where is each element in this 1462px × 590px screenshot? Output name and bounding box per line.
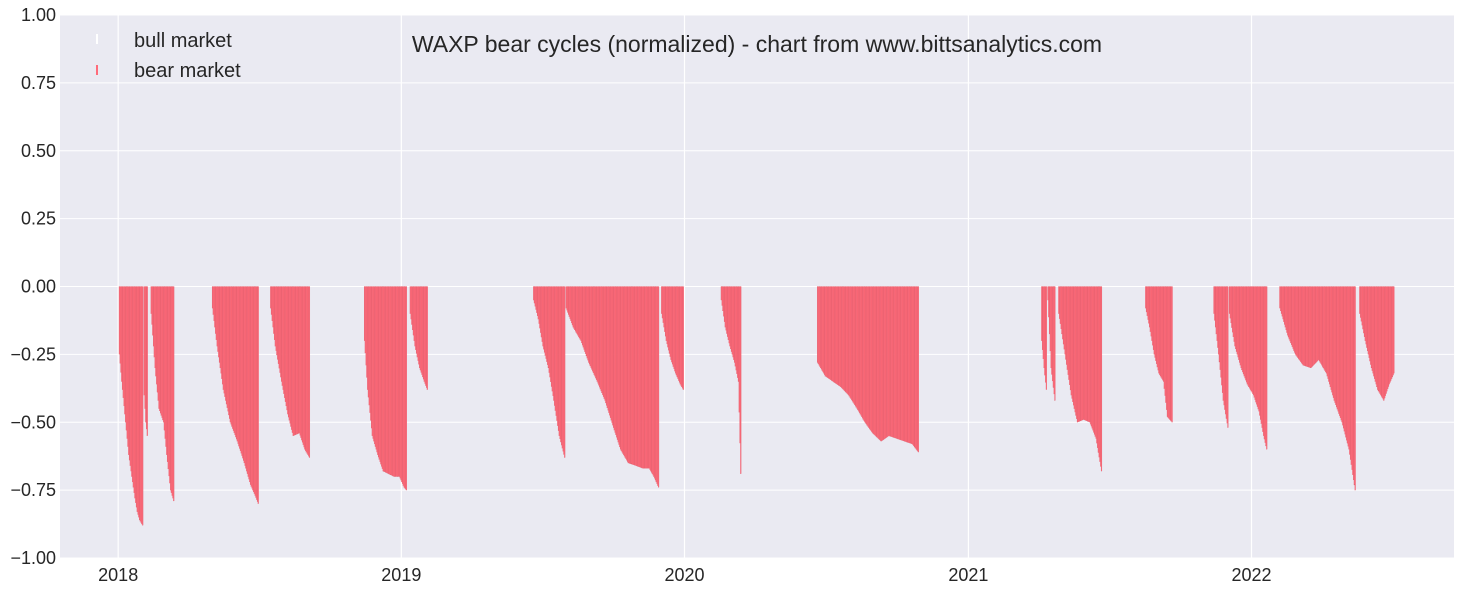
x-tick-label: 2020	[664, 565, 704, 585]
bear-bar	[1171, 286, 1173, 423]
bear-market-bars	[118, 286, 1395, 526]
bear-bar	[142, 286, 144, 526]
bear-bar	[658, 286, 660, 488]
chart-title: WAXP bear cycles (normalized) - chart fr…	[412, 31, 1102, 57]
legend-swatch-bull	[96, 34, 98, 44]
legend: bull market bear market	[96, 30, 241, 82]
y-axis-ticks: −1.00 −0.75 −0.50 −0.25 0.00 0.25 0.50 0.75 1.00	[10, 5, 56, 568]
x-tick-label: 2018	[98, 565, 138, 585]
bear-bar	[173, 286, 175, 502]
y-tick-label: −0.25	[10, 344, 56, 364]
bear-bar	[308, 286, 311, 458]
bear-bar	[257, 286, 259, 504]
bear-bar	[917, 286, 919, 453]
bear-bar	[1227, 286, 1229, 428]
legend-label-bull: bull market	[134, 30, 232, 52]
bear-bar	[426, 286, 428, 390]
y-tick-label: 0.00	[21, 277, 56, 297]
bear-bar	[1354, 286, 1356, 491]
legend-label-bear: bear market	[134, 60, 241, 82]
x-tick-label: 2019	[381, 565, 421, 585]
x-tick-label: 2022	[1232, 565, 1272, 585]
bear-bar	[740, 286, 742, 474]
bear-bar	[1393, 286, 1395, 374]
bear-bar	[564, 286, 566, 458]
y-tick-label: 0.25	[21, 209, 56, 229]
y-tick-label: 1.00	[21, 5, 56, 25]
y-tick-label: 0.50	[21, 141, 56, 161]
x-tick-label: 2021	[948, 565, 988, 585]
y-tick-label: −0.50	[10, 412, 56, 432]
bear-bar	[1266, 286, 1268, 450]
legend-swatch-bear	[96, 65, 98, 75]
bear-bar	[1045, 286, 1047, 390]
y-tick-label: −1.00	[10, 548, 56, 568]
y-tick-label: −0.75	[10, 480, 56, 500]
bear-bar	[682, 286, 684, 390]
bear-bar	[1100, 286, 1103, 472]
bear-bar	[1054, 286, 1056, 401]
bear-bar	[405, 286, 407, 491]
x-axis-ticks: 2018 2019 2020 2021 2022	[98, 565, 1271, 585]
y-tick-label: 0.75	[21, 73, 56, 93]
bear-bar	[146, 286, 148, 436]
